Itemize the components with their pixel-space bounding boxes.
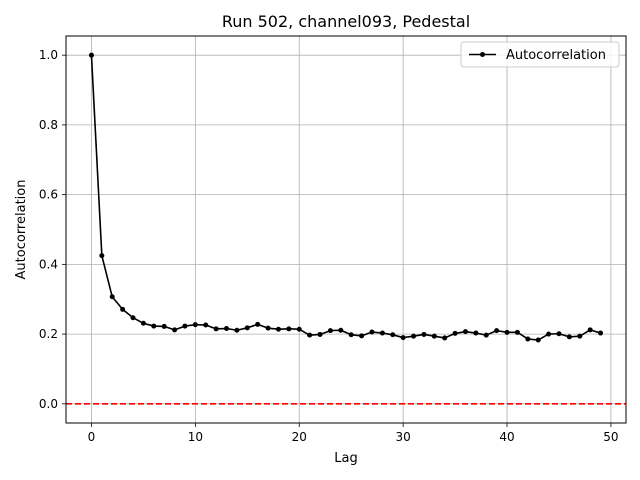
y-tick-label: 0.8 [39,118,58,132]
plot-frame [65,35,627,424]
data-point [338,327,344,333]
x-tick-label: 10 [188,430,203,444]
data-point [390,332,396,338]
data-point [109,294,115,300]
data-point [213,326,219,332]
data-point [556,331,562,337]
data-point [473,330,479,336]
x-tick-label: 50 [603,430,618,444]
data-point [587,327,593,333]
series-layer [88,52,604,343]
y-tick-label: 0.2 [39,327,58,341]
data-point [525,336,531,342]
y-tick-label: 0.0 [39,397,58,411]
data-point [224,326,230,332]
data-point [140,320,146,326]
data-point [317,331,323,337]
data-point [286,326,292,332]
ticks-layer: 0 10 20 30 40 50 0.0 0.2 0.4 0.6 0.8 1.0 [39,48,619,444]
x-tick-label: 30 [396,430,411,444]
data-point [452,330,458,336]
chart-title: Run 502, channel093, Pedestal [222,12,470,31]
legend-entry-autocorrelation: Autocorrelation [506,48,606,63]
data-point [546,331,552,337]
data-point [151,323,157,329]
y-tick-label: 0.4 [39,257,58,271]
data-point [296,326,302,332]
data-point [182,323,188,329]
y-axis-label: Autocorrelation [14,180,29,280]
data-point [88,52,94,58]
data-point [327,328,333,334]
x-tick-label: 20 [292,430,307,444]
data-point [192,322,198,328]
data-point [411,333,417,339]
data-point [161,323,167,329]
data-point [535,337,541,343]
data-point [504,329,510,335]
data-point [275,326,281,332]
data-point [598,330,604,336]
data-point [421,331,427,337]
data-point [265,325,271,331]
data-point [234,327,240,333]
data-point [307,332,313,338]
legend-box [460,41,620,68]
data-point [348,332,354,338]
data-point [514,329,520,335]
x-axis-label: Lag [334,451,357,466]
data-point [577,333,583,339]
data-point [99,253,105,259]
data-point [244,325,250,331]
data-point [359,333,365,339]
data-point [255,321,261,327]
data-point [120,306,126,312]
data-point [130,315,136,321]
data-point [379,330,385,336]
data-point [400,335,406,341]
data-point [494,328,500,334]
y-tick-label: 0.6 [39,188,58,202]
data-point [369,329,375,335]
legend-marker-swatch [480,52,485,57]
data-point [172,327,178,333]
data-point [462,329,468,335]
x-tick-label: 0 [88,430,96,444]
data-point [483,332,489,338]
y-tick-label: 1.0 [39,48,58,62]
data-point [442,335,448,341]
x-tick-label: 40 [499,430,514,444]
data-point [431,333,437,339]
data-point [566,334,572,340]
legend: Autocorrelation [460,41,620,68]
data-point [203,322,209,328]
